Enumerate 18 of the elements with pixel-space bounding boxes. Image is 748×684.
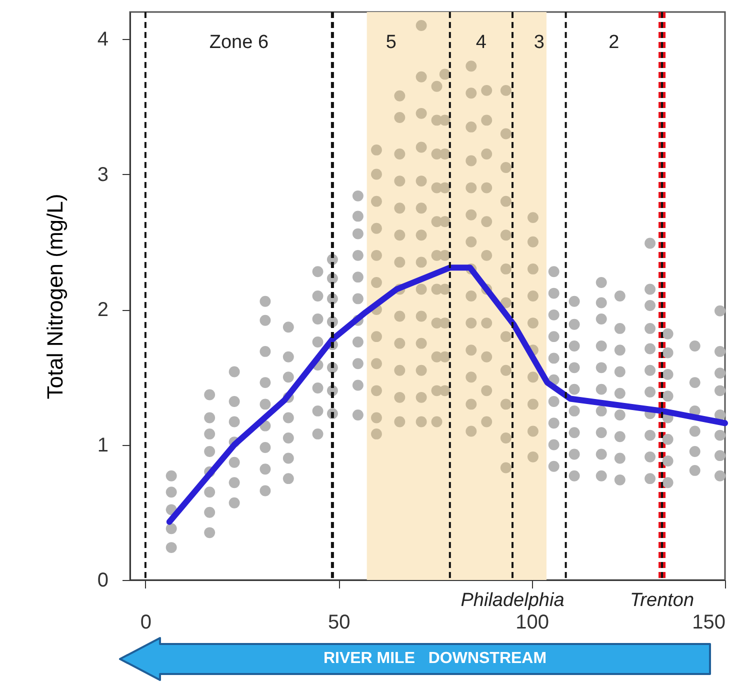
x-axis-title: RIVER MILE DOWNSTREAM: [322, 649, 548, 669]
y-tick-label: 4: [97, 28, 108, 51]
y-tick-label: 1: [97, 434, 108, 456]
x-tick-label: 150: [692, 612, 726, 634]
annotation: Zone 6: [209, 32, 269, 53]
y-tick-label: 0: [97, 570, 108, 592]
annotation: 3: [534, 32, 544, 53]
y-tick-label: 2: [97, 299, 108, 322]
ref-line-label: Philadelphia: [460, 590, 564, 611]
y-axis-title: Total Nitrogen (mg/L): [42, 194, 68, 400]
annotation: 4: [476, 32, 487, 53]
annotation: 5: [386, 32, 396, 53]
ref-line-label: Trenton: [630, 590, 694, 611]
annotation: 2: [608, 32, 620, 53]
x-tick-label: 50: [328, 612, 350, 634]
x-tick-label: 100: [516, 612, 550, 634]
x-tick-label: 0: [140, 612, 152, 634]
y-tick-label: 3: [97, 164, 108, 186]
